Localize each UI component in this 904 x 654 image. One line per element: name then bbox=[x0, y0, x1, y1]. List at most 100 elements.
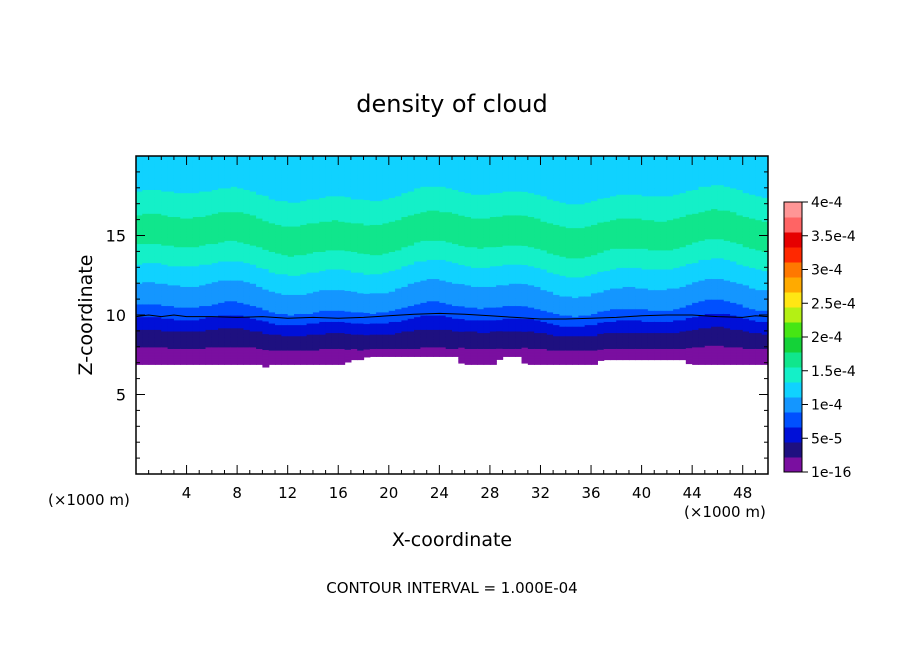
contour-cell bbox=[249, 163, 257, 167]
contour-cell bbox=[268, 156, 276, 159]
contour-cell bbox=[325, 198, 333, 202]
contour-cell bbox=[224, 268, 232, 272]
contour-cell bbox=[142, 286, 150, 289]
contour-cell bbox=[312, 245, 320, 248]
contour-cell bbox=[199, 206, 207, 210]
contour-cell bbox=[350, 198, 358, 202]
contour-cell bbox=[369, 256, 377, 259]
contour-cell bbox=[319, 357, 327, 361]
contour-cell bbox=[256, 186, 263, 189]
contour-cell bbox=[363, 267, 371, 271]
contour-cell bbox=[154, 311, 162, 315]
contour-cell bbox=[294, 187, 301, 190]
contour-cell bbox=[186, 229, 194, 232]
contour-cell bbox=[237, 238, 245, 241]
contour-cell bbox=[142, 186, 150, 189]
contour-cell bbox=[344, 288, 352, 291]
contour-cell bbox=[199, 202, 207, 205]
contour-cell bbox=[230, 337, 238, 340]
contour-cell bbox=[136, 264, 143, 267]
contour-cell bbox=[230, 335, 238, 338]
contour-cell bbox=[186, 225, 194, 229]
contour-cell bbox=[325, 315, 333, 318]
contour-cell bbox=[338, 219, 346, 222]
contour-cell bbox=[192, 238, 200, 241]
contour-cell bbox=[306, 305, 314, 308]
contour-cell bbox=[237, 181, 245, 184]
contour-cell bbox=[363, 355, 371, 358]
contour-cell bbox=[237, 322, 245, 326]
contour-cell bbox=[180, 179, 188, 183]
contour-cell bbox=[331, 222, 339, 225]
contour-cell bbox=[300, 254, 308, 257]
contour-cell bbox=[237, 195, 245, 198]
contour-cell bbox=[350, 210, 358, 213]
contour-cell bbox=[350, 262, 358, 265]
contour-cell bbox=[136, 307, 143, 310]
contour-cell bbox=[363, 294, 371, 298]
contour-cell bbox=[211, 208, 219, 211]
contour-cell bbox=[136, 284, 143, 287]
contour-cell bbox=[256, 210, 263, 213]
contour-cell bbox=[192, 214, 200, 218]
contour-cell bbox=[249, 225, 257, 229]
contour-cell bbox=[211, 227, 219, 230]
contour-cell bbox=[186, 249, 194, 252]
contour-cell bbox=[325, 186, 333, 189]
contour-cell bbox=[363, 218, 371, 221]
contour-cell bbox=[262, 314, 270, 317]
contour-cell bbox=[180, 256, 188, 259]
contour-cell bbox=[211, 200, 219, 203]
contour-cell bbox=[218, 222, 226, 225]
contour-cell bbox=[331, 181, 339, 184]
contour-cell bbox=[325, 302, 333, 305]
contour-cell bbox=[338, 281, 346, 284]
contour-cell bbox=[268, 268, 276, 272]
contour-cell bbox=[275, 326, 282, 329]
contour-cell bbox=[173, 307, 181, 310]
contour-cell bbox=[237, 340, 245, 343]
contour-cell bbox=[319, 349, 327, 353]
contour-cell bbox=[167, 289, 175, 292]
contour-cell bbox=[237, 294, 245, 297]
contour-cell bbox=[338, 230, 346, 233]
contour-cell bbox=[237, 157, 245, 160]
contour-cell bbox=[256, 230, 263, 233]
contour-cell bbox=[294, 256, 301, 259]
contour-cell bbox=[325, 329, 333, 332]
contour-cell bbox=[243, 291, 251, 294]
contour-cell bbox=[369, 213, 377, 216]
contour-cell bbox=[306, 280, 314, 283]
contour-cell bbox=[268, 321, 276, 324]
contour-cell bbox=[192, 291, 200, 294]
contour-cell bbox=[312, 256, 320, 259]
contour-cell bbox=[275, 203, 282, 206]
contour-cell bbox=[142, 194, 150, 197]
contour-cell bbox=[237, 218, 245, 221]
contour-cell bbox=[192, 330, 200, 334]
contour-cell bbox=[249, 356, 257, 359]
contour-cell bbox=[205, 241, 213, 245]
contour-cell bbox=[306, 198, 314, 202]
contour-cell bbox=[344, 177, 352, 180]
contour-cell bbox=[369, 219, 377, 222]
contour-cell bbox=[205, 246, 213, 249]
contour-cell bbox=[338, 259, 346, 262]
contour-cell bbox=[331, 318, 339, 321]
contour-cell bbox=[306, 233, 314, 237]
contour-cell bbox=[268, 167, 276, 170]
contour-cell bbox=[230, 230, 238, 233]
contour-cell bbox=[211, 159, 219, 162]
contour-cell bbox=[249, 335, 257, 338]
contour-cell bbox=[192, 184, 200, 187]
contour-cell bbox=[357, 203, 365, 206]
contour-cell bbox=[186, 246, 194, 249]
contour-cell bbox=[319, 291, 327, 294]
contour-cell bbox=[369, 251, 377, 254]
contour-cell bbox=[306, 332, 314, 335]
contour-cell bbox=[192, 246, 200, 249]
contour-cell bbox=[167, 338, 175, 342]
contour-cell bbox=[312, 291, 320, 294]
contour-cell bbox=[294, 346, 301, 349]
contour-cell bbox=[237, 197, 245, 200]
